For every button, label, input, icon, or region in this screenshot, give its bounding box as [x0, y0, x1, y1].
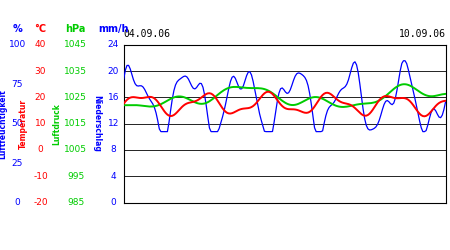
- Text: °C: °C: [35, 24, 46, 34]
- Text: Niederschlag: Niederschlag: [92, 95, 101, 152]
- Text: 24: 24: [108, 40, 119, 50]
- Text: 1025: 1025: [64, 93, 87, 102]
- Text: -20: -20: [33, 198, 48, 207]
- Text: Temperatur: Temperatur: [19, 99, 28, 149]
- Text: 0: 0: [111, 198, 116, 207]
- Text: 1015: 1015: [64, 119, 87, 128]
- Text: 16: 16: [108, 93, 119, 102]
- Text: mm/h: mm/h: [98, 24, 129, 34]
- Text: 100: 100: [9, 40, 26, 50]
- Text: 8: 8: [111, 146, 116, 154]
- Text: 20: 20: [108, 67, 119, 76]
- Text: 1005: 1005: [64, 146, 87, 154]
- Text: 10.09.06: 10.09.06: [399, 29, 446, 39]
- Text: 1045: 1045: [64, 40, 87, 50]
- Text: 4: 4: [111, 172, 116, 181]
- Text: -10: -10: [33, 172, 48, 181]
- Text: 30: 30: [35, 67, 46, 76]
- Text: Luftfeuchtigkeit: Luftfeuchtigkeit: [0, 89, 8, 159]
- Text: 40: 40: [35, 40, 46, 50]
- Text: 995: 995: [67, 172, 84, 181]
- Text: 0: 0: [38, 146, 43, 154]
- Text: 10: 10: [35, 119, 46, 128]
- Text: 50: 50: [11, 119, 23, 128]
- Text: 20: 20: [35, 93, 46, 102]
- Text: 1035: 1035: [64, 67, 87, 76]
- Text: 0: 0: [14, 198, 20, 207]
- Text: 75: 75: [11, 80, 23, 89]
- Text: hPa: hPa: [65, 24, 86, 34]
- Text: %: %: [12, 24, 22, 34]
- Text: Luftdruck: Luftdruck: [52, 103, 61, 145]
- Text: 12: 12: [108, 119, 119, 128]
- Text: 985: 985: [67, 198, 84, 207]
- Text: 25: 25: [11, 158, 23, 168]
- Text: 04.09.06: 04.09.06: [124, 29, 171, 39]
